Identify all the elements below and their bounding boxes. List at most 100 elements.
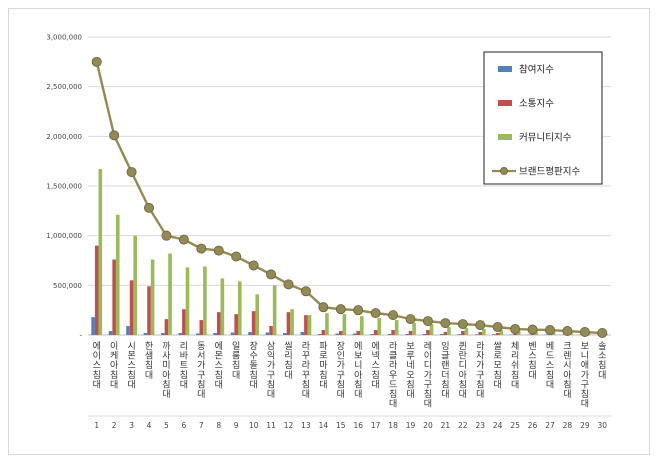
line-point [370,308,381,319]
bar [286,312,291,335]
bar [108,331,113,335]
bar [405,334,409,335]
line-point [544,325,555,336]
bar [321,330,326,335]
x-rank-label: 18 [388,421,398,430]
line-point [405,314,416,325]
bar [304,315,308,335]
x-rank-label: 19 [406,421,416,430]
line-point [597,328,608,339]
bar [325,313,329,335]
bar [482,329,486,335]
bar [551,332,556,335]
line-point [527,324,538,335]
bar [234,314,238,335]
bar [478,332,483,335]
bar [178,333,183,335]
x-rank-label: 17 [371,421,381,430]
x-rank-label: 13 [301,421,311,430]
y-tick-label: 2,000,000 [46,133,82,141]
y-tick-label: 1,500,000 [46,183,82,191]
x-rank-label: 28 [563,421,573,430]
bar [408,331,413,335]
bar [150,259,155,335]
bar [255,294,260,335]
bar [91,317,95,335]
line-point [178,234,189,245]
legend-swatch [498,100,512,106]
x-rank-label: 29 [580,421,590,430]
legend-label: 브랜드평판지수 [519,167,580,178]
bar [168,253,172,335]
bar [272,285,277,335]
bar [457,334,462,335]
line-point [492,322,503,333]
bar [387,334,392,335]
x-rank-label: 8 [216,421,221,430]
bar [147,286,151,335]
line-point [266,269,277,280]
x-rank-label: 9 [234,421,239,430]
x-rank-label: 23 [475,421,485,430]
bar [98,169,103,335]
bar [164,319,169,335]
bar [185,267,190,335]
bar [161,333,165,335]
bar [370,334,374,335]
x-rank-label: 10 [249,421,259,430]
line-point [126,167,137,178]
bar [182,309,186,335]
bar [422,334,427,335]
bar [290,309,294,335]
line-point [510,324,521,335]
bar [112,259,116,335]
line-point [422,316,433,327]
x-rank-label: 11 [266,421,276,430]
bar [394,320,399,335]
bar [195,333,200,335]
bar [443,332,448,335]
bar [317,334,322,335]
bar [338,331,343,335]
line-point [231,251,242,262]
line-point [196,243,207,254]
x-rank-label: 25 [510,421,520,430]
bar [360,316,364,335]
bar [133,235,137,335]
bar [115,214,120,335]
bar [474,334,479,335]
bar [391,330,395,335]
line-point [283,279,294,290]
y-tick-label: - [79,332,82,340]
line-point [440,318,451,329]
legend-marker [499,166,508,175]
x-rank-label: 3 [129,421,134,430]
line-point [562,326,573,337]
legend-swatch [498,134,512,140]
line-point [353,305,364,316]
x-rank-label: 4 [147,421,152,430]
line-point [161,230,172,241]
x-rank-label: 1 [94,421,99,430]
bar [283,333,287,335]
